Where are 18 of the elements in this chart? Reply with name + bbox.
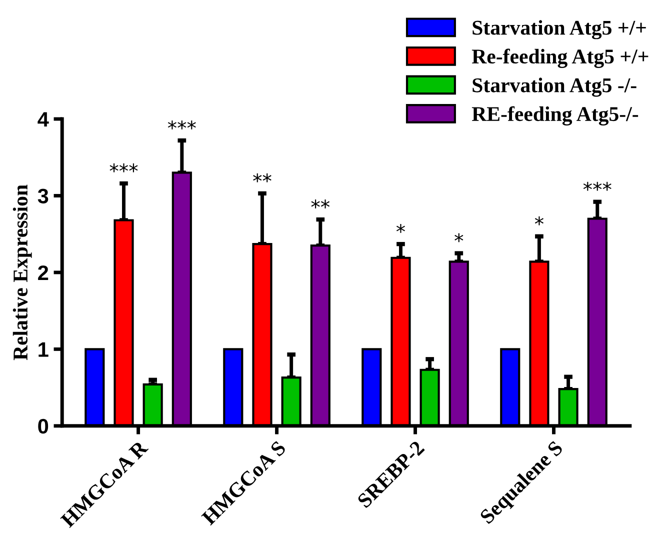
data-label: *** xyxy=(583,182,612,191)
legend-label: Re-feeding Atg5 +/+ xyxy=(472,48,648,68)
y-tick-label: 2 xyxy=(38,265,48,280)
data-label: ** xyxy=(253,173,272,182)
data-label: ** xyxy=(311,199,330,208)
legend-label: Starvation Atg5 +/+ xyxy=(472,20,646,40)
legend-label: Starvation Atg5 -/- xyxy=(472,78,636,97)
y-tick-label: 0 xyxy=(38,418,48,434)
y-tick-label: 3 xyxy=(38,188,48,204)
data-label: * xyxy=(534,216,544,226)
data-label: * xyxy=(396,224,406,233)
y-tick-label: 4 xyxy=(38,112,49,127)
data-label: * xyxy=(454,233,464,242)
data-label: *** xyxy=(168,120,196,130)
data-label: *** xyxy=(110,163,138,172)
y-axis-title: Relative Expression xyxy=(12,184,32,360)
legend-label: RE-feeding Atg5-/- xyxy=(472,106,638,126)
y-tick-label: 1 xyxy=(38,342,48,357)
